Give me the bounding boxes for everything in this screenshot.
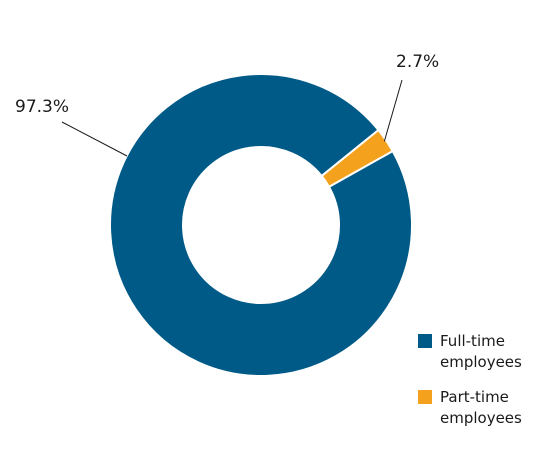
legend-swatch-part-time [418, 390, 432, 404]
legend-label-part-time-line1: Part-time [440, 388, 509, 406]
legend-label-full-time-line2: employees [440, 353, 522, 371]
slice-full-time [109, 73, 413, 378]
legend-label-part-time-line2: employees [440, 409, 522, 427]
legend-label-full-time-line1: Full-time [440, 332, 505, 350]
data-label-full-time: 97.3% [15, 97, 69, 117]
legend: Full-time employees Part-time employees [418, 332, 522, 427]
leader-line-full-time [61, 121, 128, 157]
leader-lines-group [61, 79, 403, 157]
legend-swatch-full-time [418, 334, 432, 348]
slices-group [109, 73, 413, 378]
leader-line-part-time [383, 79, 403, 142]
data-label-part-time: 2.7% [396, 52, 439, 72]
